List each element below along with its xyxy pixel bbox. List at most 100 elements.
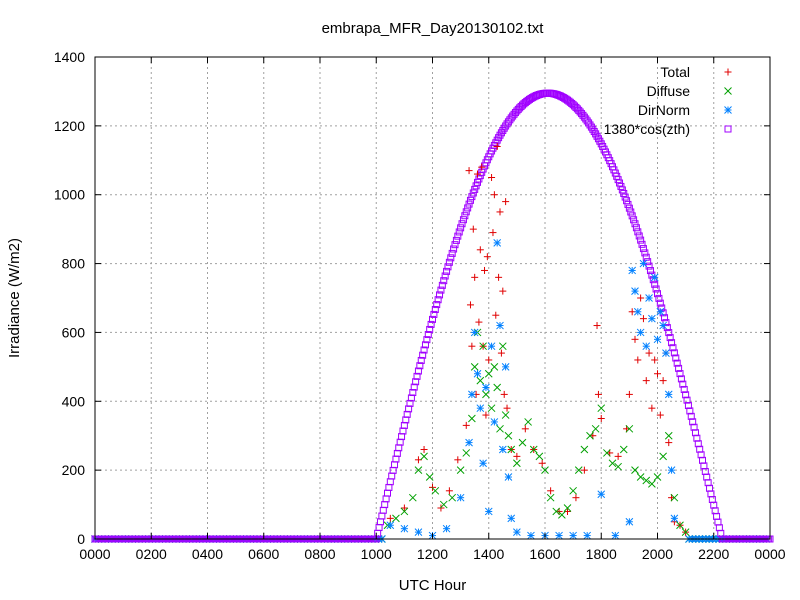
marker-stroke	[430, 310, 438, 318]
marker-stroke	[621, 193, 629, 201]
point-cos-curve	[673, 359, 681, 367]
marker-stroke	[459, 216, 467, 224]
marker-stroke	[646, 267, 654, 275]
marker-stroke	[650, 273, 659, 282]
point-cos-curve	[407, 394, 415, 402]
point-cos-curve	[677, 375, 685, 383]
point-diffuse	[614, 462, 622, 471]
marker-stroke	[569, 531, 577, 540]
point-diffuse	[664, 431, 673, 440]
marker-stroke	[470, 363, 479, 371]
marker-stroke	[501, 363, 510, 371]
marker-stroke	[476, 376, 485, 385]
marker-stroke	[623, 197, 631, 205]
marker-stroke	[645, 294, 653, 302]
marker-stroke	[469, 189, 477, 197]
marker-stroke	[419, 351, 427, 359]
point-cos-curve	[618, 186, 626, 194]
marker-stroke	[625, 424, 634, 433]
point-cos-curve	[690, 423, 698, 431]
marker-stroke	[487, 342, 496, 351]
marker-stroke	[661, 314, 669, 322]
marker-stroke	[664, 431, 673, 440]
point-dirnorm	[569, 531, 577, 540]
point-cos-curve	[634, 228, 642, 236]
point-cos-curve	[669, 344, 677, 352]
point-cos-curve	[469, 189, 477, 197]
marker-stroke	[684, 402, 692, 410]
marker-stroke	[468, 193, 476, 201]
point-cos-curve	[419, 351, 427, 359]
marker-stroke	[673, 359, 681, 367]
point-total	[482, 411, 490, 419]
point-total	[597, 415, 605, 422]
point-diffuse	[681, 528, 690, 536]
point-diffuse	[631, 466, 639, 474]
legend-marker	[724, 125, 732, 133]
point-cos-curve	[670, 349, 678, 357]
marker-stroke	[493, 239, 502, 247]
marker-stroke	[524, 418, 532, 426]
marker-stroke	[452, 236, 460, 244]
marker-stroke	[627, 208, 635, 216]
point-diffuse	[591, 424, 600, 433]
point-diffuse	[462, 449, 471, 457]
point-cos-curve	[414, 367, 422, 375]
marker-stroke	[443, 267, 451, 275]
point-cos-curve	[416, 362, 424, 370]
point-dirnorm	[386, 521, 395, 530]
point-diffuse	[439, 500, 448, 509]
marker-stroke	[414, 466, 423, 474]
marker-stroke	[420, 346, 428, 354]
marker-stroke	[504, 431, 513, 440]
marker-stroke	[655, 294, 663, 302]
point-dirnorm	[476, 404, 485, 413]
point-total	[637, 294, 645, 302]
point-cos-curve	[630, 216, 638, 224]
point-cos-curve	[627, 208, 635, 216]
marker-stroke	[466, 196, 474, 204]
marker-stroke	[631, 287, 639, 295]
marker-stroke	[619, 445, 628, 454]
point-total	[495, 273, 503, 281]
point-total	[489, 229, 497, 237]
point-cos-curve	[646, 267, 654, 275]
marker-stroke	[541, 466, 549, 474]
point-diffuse	[448, 493, 457, 502]
point-cos-curve	[679, 380, 687, 388]
point-diffuse	[608, 459, 617, 468]
marker-stroke	[431, 305, 439, 313]
x-tick-label: 0000	[754, 546, 785, 562]
marker-stroke	[479, 459, 487, 468]
point-cos-curve	[680, 385, 688, 393]
point-diffuse	[468, 414, 476, 423]
point-total	[492, 311, 500, 319]
point-cos-curve	[448, 249, 456, 257]
marker-stroke	[465, 438, 473, 447]
point-total	[502, 198, 510, 206]
point-diffuse	[490, 363, 499, 371]
point-total	[513, 452, 521, 460]
marker-stroke	[659, 321, 667, 330]
point-total	[500, 390, 508, 398]
point-total	[481, 266, 489, 274]
marker-stroke	[614, 462, 622, 471]
marker-stroke	[406, 399, 414, 407]
point-dirnorm	[645, 294, 653, 302]
legend-marker	[724, 106, 732, 114]
point-diffuse	[479, 342, 487, 351]
point-cos-curve	[682, 391, 690, 399]
point-dirnorm	[490, 418, 499, 426]
marker-stroke	[583, 531, 592, 540]
marker-stroke	[665, 329, 673, 337]
marker-stroke	[676, 521, 684, 530]
point-cos-curve	[691, 429, 699, 437]
point-dirnorm	[465, 438, 473, 447]
marker-stroke	[569, 486, 577, 495]
marker-stroke	[608, 459, 617, 468]
point-dirnorm	[664, 390, 673, 399]
marker-stroke	[450, 245, 458, 253]
marker-stroke	[633, 307, 642, 316]
point-dirnorm	[628, 266, 637, 275]
legend-label: Total	[660, 64, 690, 80]
